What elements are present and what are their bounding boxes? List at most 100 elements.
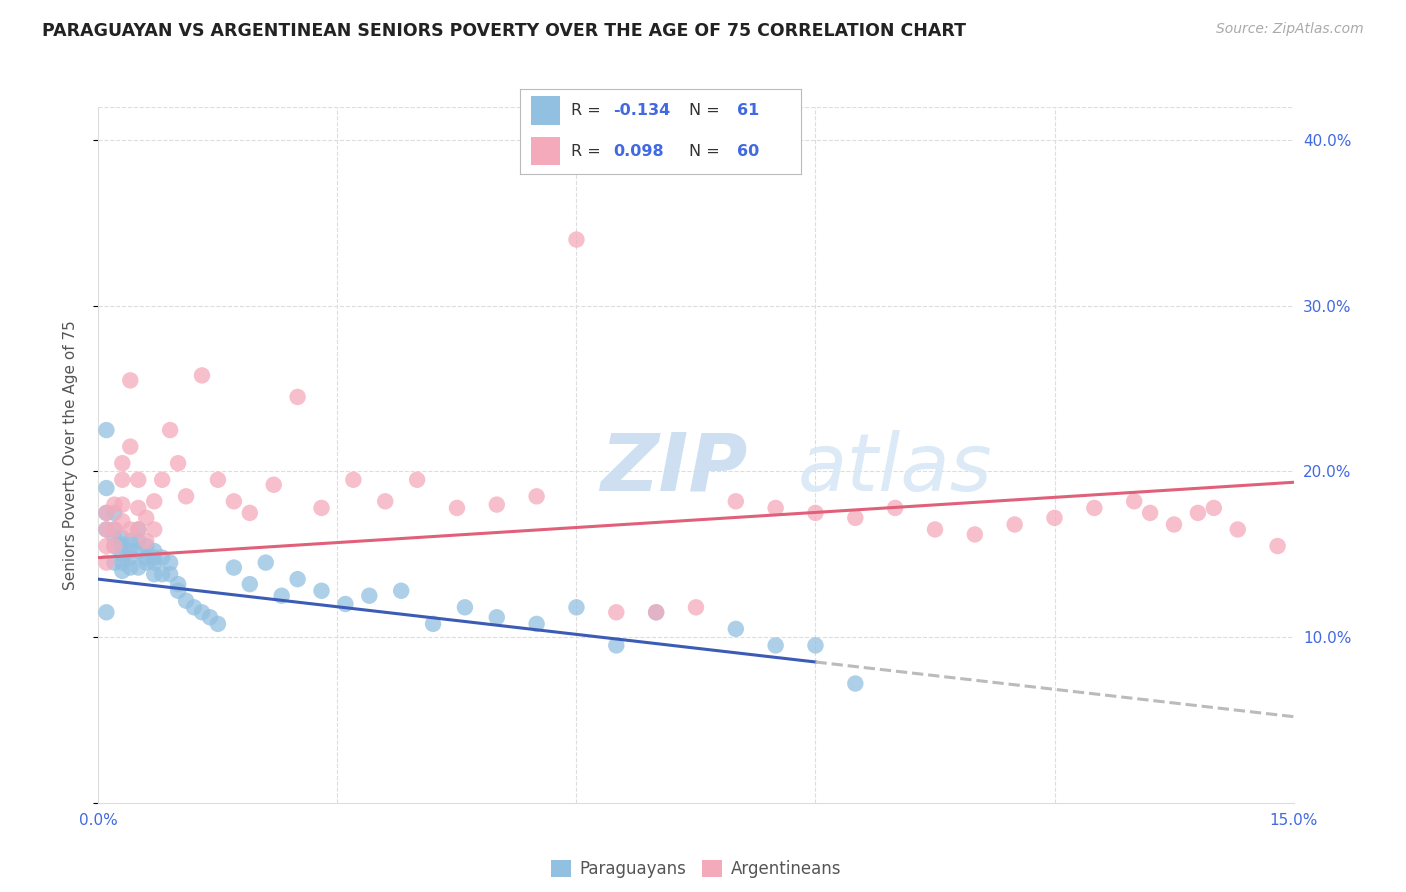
Point <box>120 550 142 565</box>
Point <box>96 506 118 520</box>
Point <box>159 556 181 570</box>
Point <box>1043 511 1066 525</box>
Point <box>1187 506 1209 520</box>
Text: atlas: atlas <box>797 430 993 508</box>
Point <box>1083 500 1105 515</box>
Point <box>359 589 381 603</box>
Point <box>111 514 134 528</box>
Point <box>120 534 142 549</box>
Point <box>150 550 173 565</box>
Point <box>150 473 173 487</box>
Point <box>406 473 429 487</box>
Point <box>1202 500 1225 515</box>
Point <box>111 556 134 570</box>
Text: N =: N = <box>689 144 725 159</box>
Point <box>526 616 548 631</box>
Text: 0.098: 0.098 <box>613 144 664 159</box>
Point <box>103 531 125 545</box>
Point <box>804 506 827 520</box>
Point <box>96 539 118 553</box>
Point <box>159 567 181 582</box>
Point <box>143 494 166 508</box>
Point <box>239 506 262 520</box>
Point <box>111 539 134 553</box>
Point <box>96 556 118 570</box>
Point <box>96 605 118 619</box>
Point <box>565 233 588 247</box>
Point <box>374 494 396 508</box>
Point <box>159 423 181 437</box>
Point <box>342 473 364 487</box>
Point <box>335 597 357 611</box>
Point <box>222 560 245 574</box>
Point <box>96 481 118 495</box>
Point <box>222 494 245 508</box>
Point <box>287 390 309 404</box>
Point <box>103 539 125 553</box>
Point <box>254 556 277 570</box>
Point <box>526 489 548 503</box>
Point <box>311 583 333 598</box>
Point <box>1004 517 1026 532</box>
Point <box>96 506 118 520</box>
Point <box>96 523 118 537</box>
Point <box>96 523 118 537</box>
Point <box>1298 550 1320 565</box>
Point <box>174 489 197 503</box>
Point <box>111 456 134 470</box>
Point <box>103 498 125 512</box>
Point <box>167 456 190 470</box>
Point <box>150 567 173 582</box>
Point <box>724 494 747 508</box>
Point <box>127 534 149 549</box>
Point <box>120 373 142 387</box>
Point <box>120 523 142 537</box>
Point <box>765 639 787 653</box>
Point <box>963 527 986 541</box>
Point <box>111 473 134 487</box>
Point <box>120 544 142 558</box>
Point <box>111 531 134 545</box>
Point <box>270 589 292 603</box>
Point <box>183 600 205 615</box>
Text: 60: 60 <box>737 144 759 159</box>
Point <box>605 639 627 653</box>
Text: PARAGUAYAN VS ARGENTINEAN SENIORS POVERTY OVER THE AGE OF 75 CORRELATION CHART: PARAGUAYAN VS ARGENTINEAN SENIORS POVERT… <box>42 22 966 40</box>
Point <box>645 605 668 619</box>
Point <box>263 477 285 491</box>
Text: N =: N = <box>689 103 725 118</box>
Point <box>207 616 229 631</box>
Text: Source: ZipAtlas.com: Source: ZipAtlas.com <box>1216 22 1364 37</box>
Point <box>111 498 134 512</box>
Point <box>174 593 197 607</box>
Point <box>96 423 118 437</box>
Point <box>143 544 166 558</box>
Text: -0.134: -0.134 <box>613 103 671 118</box>
Legend: Paraguayans, Argentineans: Paraguayans, Argentineans <box>544 854 848 885</box>
Point <box>120 560 142 574</box>
Point <box>239 577 262 591</box>
Point <box>446 500 468 515</box>
Point <box>454 600 477 615</box>
Point <box>198 610 221 624</box>
Point <box>645 605 668 619</box>
Point <box>565 600 588 615</box>
Point <box>127 560 149 574</box>
Text: R =: R = <box>571 103 606 118</box>
Point <box>143 567 166 582</box>
Point <box>422 616 444 631</box>
Point <box>1123 494 1146 508</box>
Point <box>167 583 190 598</box>
Point <box>287 572 309 586</box>
Text: ZIP: ZIP <box>600 430 748 508</box>
Point <box>924 523 946 537</box>
Point <box>127 544 149 558</box>
Point <box>103 506 125 520</box>
Text: R =: R = <box>571 144 606 159</box>
Point <box>120 440 142 454</box>
FancyBboxPatch shape <box>531 96 560 125</box>
Point <box>111 547 134 561</box>
Point <box>143 523 166 537</box>
Point <box>135 511 157 525</box>
Point <box>1163 517 1185 532</box>
